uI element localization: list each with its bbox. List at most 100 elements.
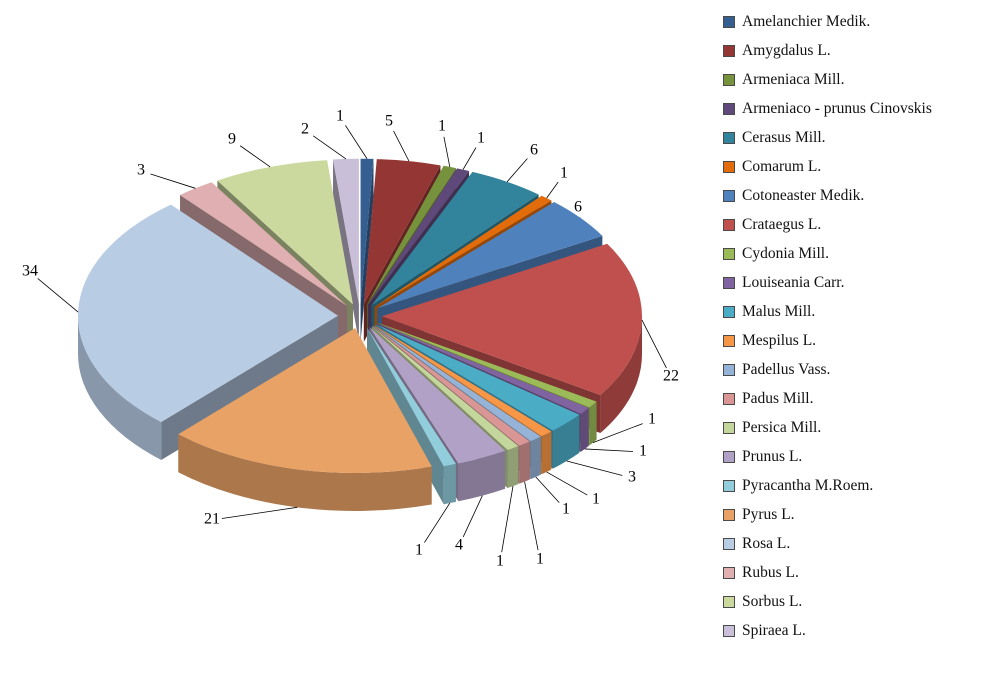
label-leader-line: [592, 423, 643, 443]
slice-value-label: 3: [137, 162, 145, 179]
legend-swatch: [723, 566, 735, 579]
legend-item: Amygdalus L.: [723, 36, 932, 65]
label-leader-line: [443, 136, 451, 167]
pie-slice: [369, 327, 506, 464]
legend-item: Malus Mill.: [723, 297, 932, 326]
legend-item: Cotoneaster Medik.: [723, 181, 932, 210]
pie-slice: [367, 327, 456, 467]
legend-label: Cydonia Mill.: [742, 244, 829, 262]
slice-rim-wall: [530, 436, 541, 480]
legend-swatch: [723, 247, 735, 260]
slice-value-label: 1: [560, 165, 568, 182]
label-leader-line: [584, 448, 634, 452]
slice-rim-wall: [443, 463, 456, 505]
label-leader-line: [641, 319, 667, 369]
legend-label: Padus Mill.: [742, 389, 814, 407]
legend-swatch: [723, 102, 735, 115]
legend-label: Crataegus L.: [742, 215, 822, 233]
slice-value-label: 9: [228, 131, 236, 148]
legend-label: Cerasus Mill.: [742, 128, 826, 146]
chart-legend: Amelanchier Medik. Amygdalus L. Armeniaca …: [723, 7, 932, 645]
pie-slice: [367, 165, 456, 305]
legend-swatch: [723, 363, 735, 376]
legend-swatch: [723, 305, 735, 318]
slice-value-label: 1: [496, 553, 504, 570]
legend-label: Pyrus L.: [742, 505, 795, 523]
legend-label: Rubus L.: [742, 563, 799, 581]
label-leader-line: [462, 147, 477, 170]
legend-item: Rosa L.: [723, 529, 932, 558]
slice-rim-wall: [589, 401, 597, 446]
slice-rim-wall: [178, 434, 432, 511]
slice-value-label: 6: [574, 199, 582, 216]
slice-value-label: 3: [628, 469, 636, 486]
legend-swatch: [723, 537, 735, 550]
pie-slice: [377, 323, 589, 414]
legend-item: Padus Mill.: [723, 384, 932, 413]
pie-slice: [377, 202, 603, 309]
legend-item: Pyracantha M.Roem.: [723, 471, 932, 500]
slice-rim-wall: [507, 446, 519, 489]
legend-item: Amelanchier Medik.: [723, 7, 932, 36]
slice-value-label: 4: [455, 537, 463, 554]
label-leader-line: [546, 181, 559, 199]
pie-slice: [178, 327, 432, 473]
pie-slice: [363, 159, 441, 304]
legend-swatch: [723, 15, 735, 28]
pie-slice: [371, 326, 519, 451]
pie-slice: [360, 158, 374, 304]
slice-value-label: 1: [592, 491, 600, 508]
pie-slice: [371, 171, 539, 306]
legend-item: Cydonia Mill.: [723, 239, 932, 268]
label-leader-line: [501, 486, 514, 553]
slice-value-label: 5: [385, 113, 393, 130]
legend-item: Comarum L.: [723, 152, 932, 181]
legend-item: Mespilus L.: [723, 326, 932, 355]
legend-swatch: [723, 189, 735, 202]
legend-item: Armeniaco - prunus Cinovskis: [723, 94, 932, 123]
legend-item: Rubus L.: [723, 558, 932, 587]
slice-rim-wall: [458, 450, 506, 502]
legend-swatch: [723, 160, 735, 173]
legend-label: Amelanchier Medik.: [742, 12, 871, 30]
legend-label: Spiraea L.: [742, 621, 806, 639]
label-leader-line: [37, 278, 79, 313]
slice-value-label: 1: [477, 130, 485, 147]
legend-label: Prunus L.: [742, 447, 803, 465]
slice-value-label: 22: [663, 368, 679, 385]
legend-swatch: [723, 595, 735, 608]
pie-slice: [180, 182, 348, 307]
legend-label: Pyracantha M.Roem.: [742, 476, 874, 494]
legend-label: Armeniaco - prunus Cinovskis: [742, 99, 932, 117]
label-leader-line: [393, 130, 410, 162]
slice-value-label: 1: [562, 501, 570, 518]
legend-item: Persica Mill.: [723, 413, 932, 442]
legend-swatch: [723, 392, 735, 405]
legend-swatch: [723, 131, 735, 144]
legend-label: Armeniaca Mill.: [742, 70, 845, 88]
pie-slice: [368, 168, 470, 305]
slice-value-label: 1: [438, 118, 446, 135]
legend-label: Rosa L.: [742, 534, 791, 552]
slice-value-label: 1: [639, 443, 647, 460]
slice-cut-face: [333, 159, 359, 342]
legend-label: Amygdalus L.: [742, 41, 831, 59]
label-leader-line: [312, 135, 347, 160]
legend-label: Persica Mill.: [742, 418, 822, 436]
label-leader-line: [424, 502, 451, 543]
legend-label: Padellus Vass.: [742, 360, 831, 378]
slice-rim-wall: [78, 315, 162, 460]
legend-item: Cerasus Mill.: [723, 123, 932, 152]
slice-value-label: 6: [530, 142, 538, 159]
slice-value-label: 21: [204, 511, 220, 528]
legend-label: Cotoneaster Medik.: [742, 186, 865, 204]
slice-cut-face: [360, 158, 374, 342]
legend-item: Louiseania Carr.: [723, 268, 932, 297]
legend-label: Malus Mill.: [742, 302, 816, 320]
pie-slice: [374, 195, 552, 307]
slice-rim-wall: [519, 441, 530, 484]
label-leader-line: [345, 125, 368, 159]
slice-rim-wall: [552, 414, 580, 469]
legend-swatch: [723, 218, 735, 231]
pie-slice-sides: [178, 434, 432, 511]
